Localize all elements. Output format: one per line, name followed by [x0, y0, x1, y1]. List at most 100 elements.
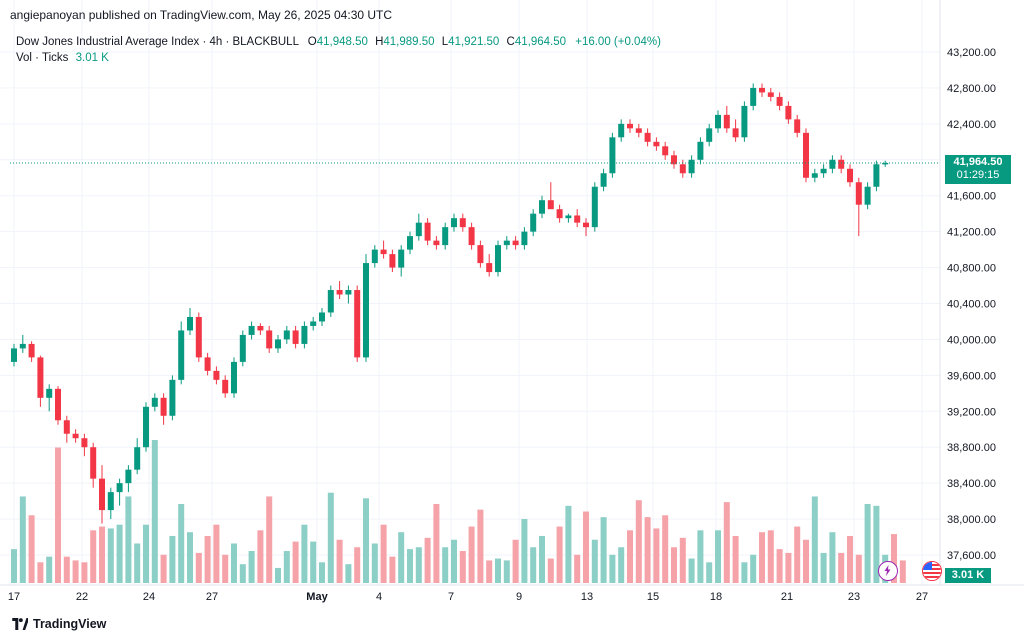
candle-body — [468, 227, 475, 246]
candle-body — [688, 159, 695, 174]
volume-bar — [424, 537, 431, 583]
volume-bar — [195, 552, 202, 583]
volume-bar — [63, 556, 70, 583]
volume-bar — [266, 496, 273, 583]
volume-bar — [635, 500, 642, 583]
close-label: C — [506, 36, 515, 48]
volume-bar — [37, 562, 44, 583]
candle-body — [292, 330, 299, 344]
candle-body — [512, 240, 519, 246]
symbol-title[interactable]: Dow Jones Industrial Average Index · 4h … — [16, 36, 299, 48]
volume-bar — [574, 554, 581, 583]
price-tick-label: 40,400.00 — [947, 299, 996, 311]
volume-bar — [389, 556, 396, 583]
candle-body — [847, 168, 853, 183]
high-value: 41,989.50 — [383, 36, 435, 48]
volume-value: 3.01 K — [75, 52, 109, 64]
volume-tag: 3.01 K — [945, 568, 991, 583]
volume-bar — [583, 511, 589, 583]
volume-bar — [591, 539, 598, 583]
time-tick-label: 27 — [916, 591, 928, 603]
candle-body — [424, 222, 431, 241]
candle-body — [706, 128, 713, 142]
volume-bar — [433, 503, 440, 583]
open-value: 41,948.50 — [316, 36, 368, 48]
candle-body — [213, 370, 220, 380]
volume-bar — [521, 519, 528, 583]
volume-bar — [99, 526, 105, 583]
candle-body — [671, 155, 677, 165]
price-tick-label: 40,800.00 — [947, 263, 996, 275]
candlesticks — [11, 83, 889, 524]
candle-body — [310, 321, 317, 326]
price-axis[interactable]: 43,200.0042,800.0042,400.0042,000.0041,6… — [947, 47, 996, 562]
low-value: 41,921.50 — [448, 36, 500, 48]
volume-bar — [143, 524, 149, 583]
candle-body — [759, 87, 765, 93]
close-value: 41,964.50 — [514, 36, 567, 48]
volume-bar — [767, 530, 774, 583]
volume-bar — [618, 547, 625, 583]
volume-bar — [451, 539, 457, 583]
tradingview-brand[interactable]: TradingView — [12, 617, 106, 631]
volume-label[interactable]: Vol · Ticks — [16, 52, 69, 64]
volume-bar — [873, 505, 880, 583]
volume-bar — [838, 552, 845, 583]
price-tick-label: 42,400.00 — [947, 119, 996, 131]
volume-bar — [688, 558, 695, 583]
candle-body — [803, 132, 809, 178]
volume-bar — [442, 547, 449, 583]
flash-icon[interactable] — [878, 561, 898, 581]
current-price-value: 41,964.50 — [953, 156, 1003, 168]
volume-bar — [301, 524, 308, 583]
candle-body — [266, 330, 273, 349]
volume-bar — [679, 537, 686, 583]
volume-bar — [776, 549, 783, 583]
candle-body — [81, 438, 88, 448]
volume-bar — [609, 554, 616, 583]
price-tick-label: 41,200.00 — [947, 227, 996, 239]
open-label: O — [307, 36, 317, 48]
volume-bar — [785, 552, 792, 583]
price-tick-label: 39,600.00 — [947, 370, 996, 382]
chart-legend: Dow Jones Industrial Average Index · 4h … — [16, 34, 661, 66]
candle-body — [547, 200, 554, 210]
time-tick-label: 23 — [848, 591, 860, 603]
volume-bar — [319, 562, 325, 583]
candle-body — [776, 96, 783, 106]
volume-bar — [706, 562, 713, 583]
candle-body — [134, 447, 141, 470]
candle-body — [750, 87, 757, 106]
volume-bar — [477, 509, 484, 583]
volume-bar — [125, 496, 132, 583]
candle-body — [433, 240, 440, 246]
time-tick-label: 24 — [143, 591, 155, 603]
volume-bar — [530, 547, 537, 583]
price-tick-label: 37,600.00 — [947, 550, 996, 562]
price-tick-label: 42,800.00 — [947, 83, 996, 95]
candle-body — [389, 254, 396, 268]
candle-body — [37, 357, 44, 398]
volume-bar — [627, 530, 633, 583]
candle-body — [767, 92, 774, 97]
volume-bar — [371, 543, 378, 583]
volume-bar — [310, 541, 317, 583]
time-tick-label: 15 — [647, 591, 659, 603]
us-flag-icon[interactable] — [922, 561, 942, 581]
candle-body — [495, 245, 501, 273]
volume-bar — [486, 560, 493, 583]
candle-body — [283, 330, 290, 340]
volume-bar — [19, 496, 26, 583]
candle-body — [275, 339, 281, 349]
candle-body — [11, 348, 17, 362]
volume-bar — [415, 547, 422, 583]
volume-bar — [407, 549, 413, 583]
candle-body — [72, 433, 79, 439]
volume-bar — [160, 554, 167, 583]
time-axis[interactable]: 17 22 24 27 May 4 7 9 13 15 18 21 23 27 — [8, 591, 928, 603]
candle-body — [838, 159, 845, 169]
legend-volume-row: Vol · Ticks 3.01 K — [16, 50, 661, 66]
volume-bar — [239, 564, 246, 583]
candle-body — [336, 290, 343, 295]
